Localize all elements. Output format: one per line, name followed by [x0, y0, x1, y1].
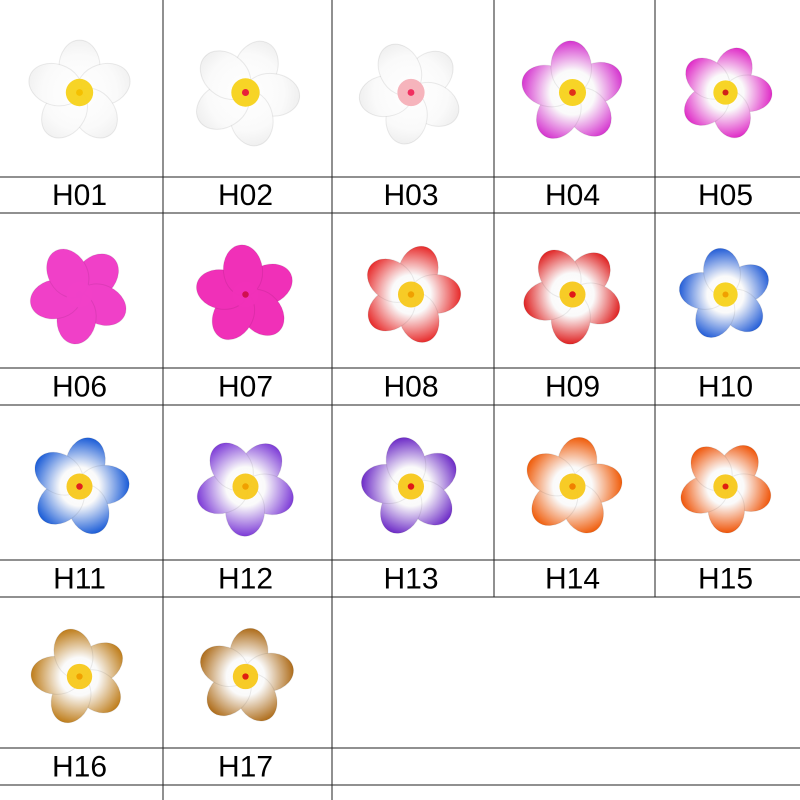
item-label: H14 — [545, 562, 600, 595]
flower-image — [678, 247, 770, 339]
item-label: H08 — [383, 370, 438, 403]
flower-image — [680, 444, 772, 534]
item-label: H17 — [218, 750, 273, 783]
item-label: H09 — [545, 370, 600, 403]
item-label: H15 — [698, 562, 753, 595]
item-label: H03 — [383, 179, 438, 212]
item-label: H02 — [218, 179, 273, 212]
flower-image — [34, 437, 130, 535]
flower-image — [199, 627, 294, 722]
flower-image — [196, 442, 294, 537]
flower-image — [683, 47, 773, 139]
flower-image — [358, 43, 460, 145]
item-label: H11 — [53, 562, 106, 595]
flower-image — [29, 248, 127, 345]
item-label: H07 — [218, 370, 273, 403]
flower-image — [523, 249, 621, 345]
flower-image — [196, 40, 301, 147]
flower-image — [30, 628, 124, 724]
item-label: H06 — [52, 370, 107, 403]
flower-image — [360, 437, 457, 534]
item-label: H16 — [52, 750, 107, 783]
item-label: H13 — [383, 562, 438, 595]
item-label: H01 — [52, 179, 107, 212]
flower-image — [526, 436, 623, 534]
flower-image — [366, 245, 462, 343]
item-label: H04 — [545, 179, 600, 212]
item-label: H12 — [218, 562, 273, 595]
flower-image — [521, 40, 623, 139]
flower-image — [196, 244, 293, 341]
item-label: H05 — [698, 179, 753, 212]
flower-image — [28, 39, 131, 139]
item-label: H10 — [698, 370, 753, 403]
